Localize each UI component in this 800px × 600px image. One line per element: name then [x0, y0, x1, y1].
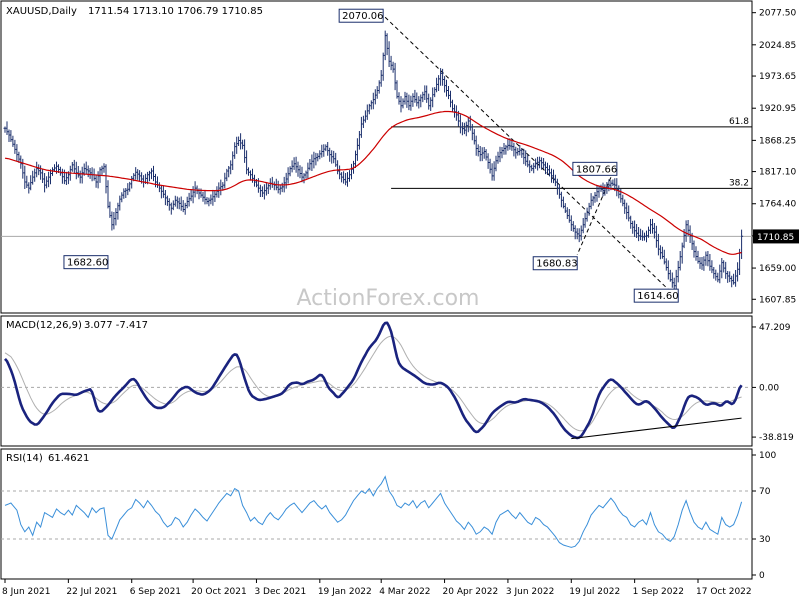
price-panel: ActionForex.com 61.8 38.2 2070.06 1682.60 1…: [0, 0, 799, 314]
x-axis: 8 Jun 2021 22 Jul 2021 6 Sep 2021 20 Oct 20…: [2, 579, 752, 597]
rsi-ytick-label: 100: [759, 451, 776, 461]
rsi-line: [4, 475, 743, 548]
price-ytick-label: 1659.00: [759, 264, 796, 274]
x-tick-label: 4 Mar 2022: [379, 587, 430, 597]
x-tick-label: 20 Oct 2021: [191, 587, 247, 597]
x-tick-label: 3 Dec 2021: [254, 587, 306, 597]
price-annotation-box: [63, 255, 109, 270]
macd-ytick-label: 0.00: [759, 383, 779, 393]
rsi-ytick-label: 0: [759, 571, 765, 581]
x-tick-label: 1 Sep 2022: [633, 587, 684, 597]
fib-level-label: 61.8: [729, 117, 749, 127]
price-ytick-label: 1868.25: [759, 136, 796, 146]
x-tick-label: 3 Jun 2022: [506, 587, 554, 597]
current-price-box: [753, 229, 799, 244]
price-annotation-label: 1682.60: [67, 258, 108, 269]
macd-ytick-label: 47.209: [759, 323, 791, 333]
price-annotation-box: [338, 8, 384, 23]
price-annotation-label: 1614.60: [637, 291, 678, 302]
macd-trendline: [571, 417, 742, 440]
x-tick-label: 6 Sep 2021: [130, 587, 181, 597]
x-tick-label: 19 Jul 2022: [569, 587, 620, 597]
x-tick-label: 8 Jun 2021: [2, 587, 50, 597]
macd-values: 3.077 -7.417: [84, 320, 148, 331]
rsi-panel-border: [0, 448, 753, 580]
price-ytick-label: 1920.95: [759, 104, 796, 114]
price-ytick-label: 1973.65: [759, 72, 796, 82]
x-tick-label: 17 Oct 2022: [696, 587, 752, 597]
macd-title: MACD(12,26,9): [6, 320, 82, 331]
price-annotation-box: [572, 161, 618, 176]
macd-line: [4, 321, 743, 440]
price-annotation-label: 1807.66: [576, 164, 617, 175]
rsi-ytick-label: 30: [759, 535, 771, 545]
watermark: ActionForex.com: [297, 286, 480, 311]
price-annotation-box: [532, 256, 578, 271]
price-title: XAUUSD,Daily: [6, 6, 77, 17]
fib-level-label: 38.2: [729, 178, 749, 188]
rsi-title: RSI(14): [6, 453, 43, 464]
macd-ytick-label: -38.819: [759, 433, 794, 443]
current-price-label: 1710.85: [757, 233, 794, 243]
x-tick-label: 19 Jan 2022: [318, 587, 372, 597]
price-ytick-label: 2077.50: [759, 9, 796, 19]
rsi-values: 61.4621: [48, 453, 89, 464]
price-ytick-label: 1607.85: [759, 295, 796, 305]
x-tick-label: 20 Apr 2022: [443, 587, 499, 597]
price-ytick-label: 1764.40: [759, 200, 796, 210]
price-ohlc: 1711.54 1713.10 1706.79 1710.85: [88, 6, 263, 17]
price-panel-border: [0, 0, 753, 314]
macd-panel: 47.209 0.00 -38.819 MACD(12,26,9) 3.077 -7…: [0, 315, 794, 447]
price-ytick-label: 2024.85: [759, 41, 796, 51]
x-tick-label: 22 Jul 2021: [66, 587, 117, 597]
price-ytick-label: 1817.10: [759, 168, 796, 178]
price-annotation-box: [633, 288, 679, 303]
price-annotation-label: 1680.83: [536, 259, 577, 270]
macd-panel-border: [0, 315, 753, 447]
moving-average-line: [4, 110, 742, 255]
price-bars: [3, 30, 744, 292]
price-trendline: [384, 16, 675, 296]
rsi-panel: 100 70 30 0 RSI(14) 61.4621: [0, 448, 776, 581]
macd-signal-line: [4, 335, 742, 432]
rsi-ytick-label: 70: [759, 487, 771, 497]
price-annotation-label: 2070.06: [342, 11, 383, 22]
